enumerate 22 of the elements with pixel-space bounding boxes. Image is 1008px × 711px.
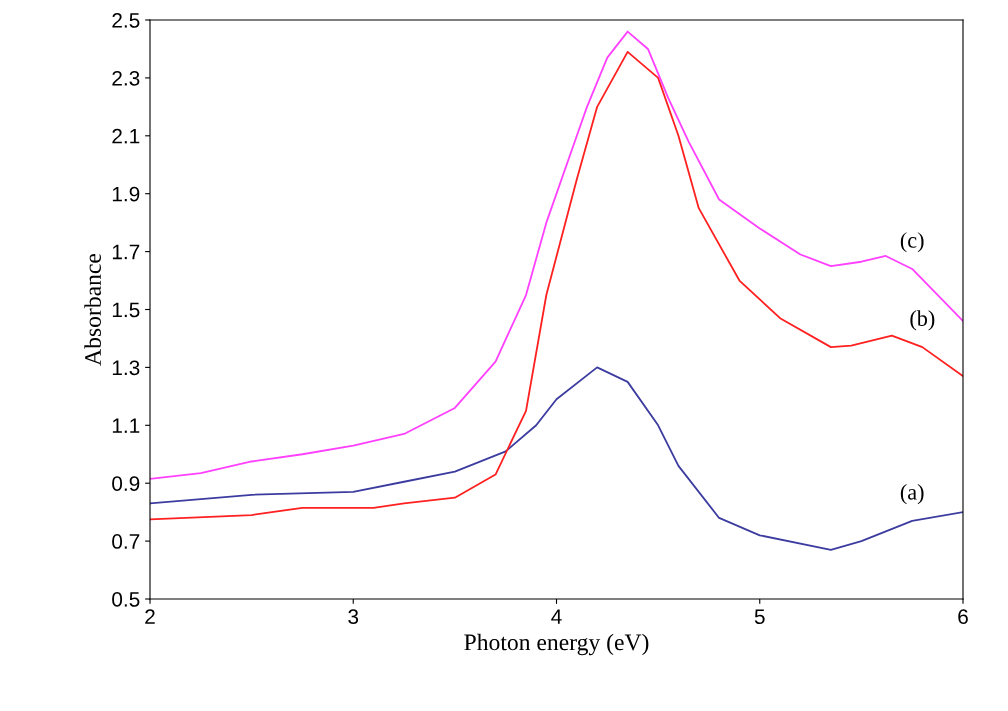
y-tick-label: 1.7 bbox=[112, 244, 140, 260]
x-axis-title: Photon energy (eV) bbox=[464, 633, 649, 656]
y-tick-label: 1.3 bbox=[112, 360, 140, 376]
y-tick-label: 0.7 bbox=[112, 534, 140, 549]
y-tick-label: 1.1 bbox=[112, 418, 140, 433]
x-tick-label: 2 bbox=[145, 609, 155, 624]
series-label: (a) bbox=[900, 484, 924, 505]
y-tick-label: 1.9 bbox=[112, 186, 140, 202]
y-tick-label: 2.3 bbox=[112, 70, 140, 86]
y-tick-label: 0.9 bbox=[112, 476, 140, 491]
series-label: (b) bbox=[910, 310, 935, 331]
x-tick-label: 5 bbox=[754, 609, 765, 625]
y-tick-label: 2.5 bbox=[112, 13, 140, 28]
y-axis-title: Absorbance bbox=[84, 253, 101, 366]
x-tick-label: 3 bbox=[348, 609, 359, 625]
x-tick-label: 4 bbox=[551, 609, 562, 624]
y-tick-label: 0.5 bbox=[112, 592, 140, 607]
x-tick-label: 6 bbox=[958, 609, 968, 625]
series-label: (c) bbox=[900, 232, 924, 253]
y-tick-label: 2.1 bbox=[112, 128, 140, 144]
line-series bbox=[150, 366, 963, 551]
y-tick-label: 1.5 bbox=[112, 302, 140, 318]
